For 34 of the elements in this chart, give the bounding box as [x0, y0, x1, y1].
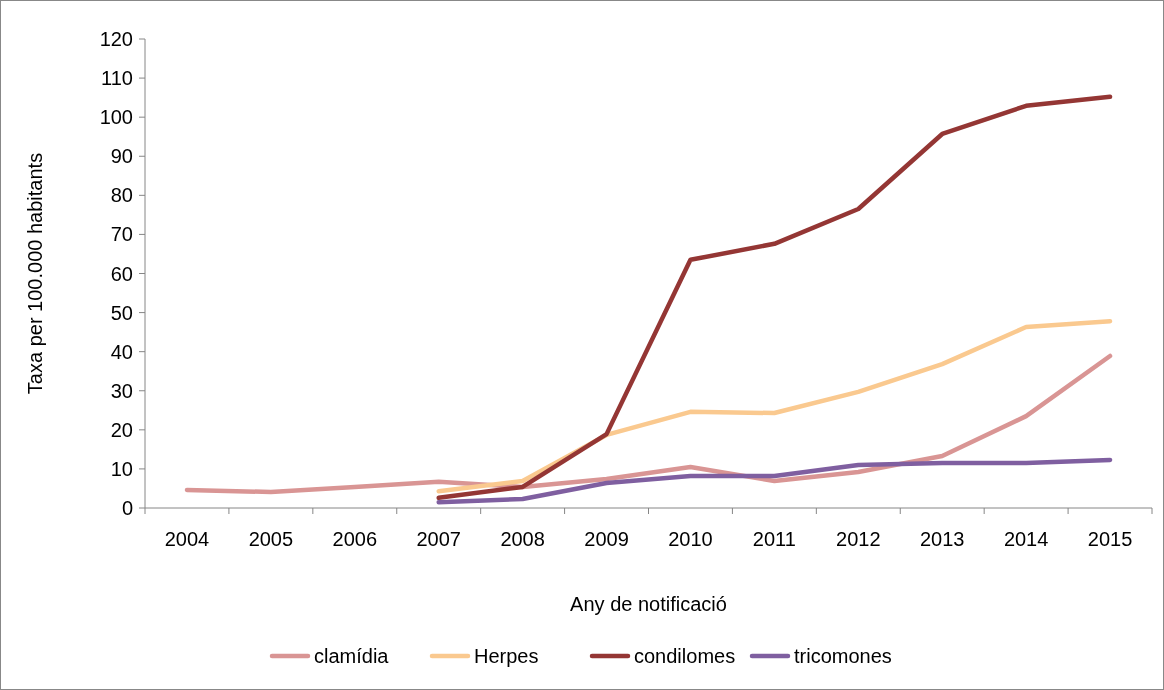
y-tick-label: 100: [99, 106, 133, 129]
y-tick-label: 50: [110, 301, 133, 324]
x-axis-title: Any de notificació: [570, 593, 727, 615]
y-tick-label: 90: [110, 145, 133, 168]
y-tick-label: 110: [101, 67, 133, 90]
legend-label: Herpes: [474, 645, 539, 667]
legend-label: clamídia: [314, 645, 390, 667]
x-tick-label: 2013: [919, 528, 965, 550]
x-tick-label: 2008: [500, 528, 545, 550]
y-tick-label: 70: [110, 223, 133, 246]
y-tick-label: 120: [99, 28, 133, 50]
line-series: [436, 318, 1113, 494]
x-tick-label: 2011: [752, 528, 796, 550]
line-series: [436, 94, 1113, 501]
y-tick-label: 60: [110, 262, 133, 285]
x-tick-label: 2007: [416, 528, 461, 550]
x-tick-label: 2004: [164, 528, 210, 550]
x-tick-label: 2012: [836, 528, 881, 550]
x-tick-label: 2006: [332, 528, 378, 550]
y-tick-label: 10: [110, 457, 133, 480]
x-tick-label: 2009: [584, 528, 629, 550]
x-tick-label: 2005: [248, 528, 294, 550]
y-tick-label: 30: [110, 379, 133, 402]
line-series: [436, 457, 1113, 505]
legend-label: condilomes: [634, 645, 736, 667]
x-tick-label: 2015: [1087, 528, 1133, 550]
y-tick-label: 40: [110, 340, 133, 363]
y-tick-label: 20: [110, 418, 133, 441]
x-tick-label: 2014: [1003, 528, 1049, 550]
legend-label: tricomones: [794, 645, 892, 667]
y-tick-label: 0: [121, 497, 133, 519]
y-axis-title: Taxa per 100.000 habitants: [24, 152, 46, 395]
x-tick-label: 2010: [668, 528, 713, 550]
y-tick-label: 80: [110, 184, 133, 207]
